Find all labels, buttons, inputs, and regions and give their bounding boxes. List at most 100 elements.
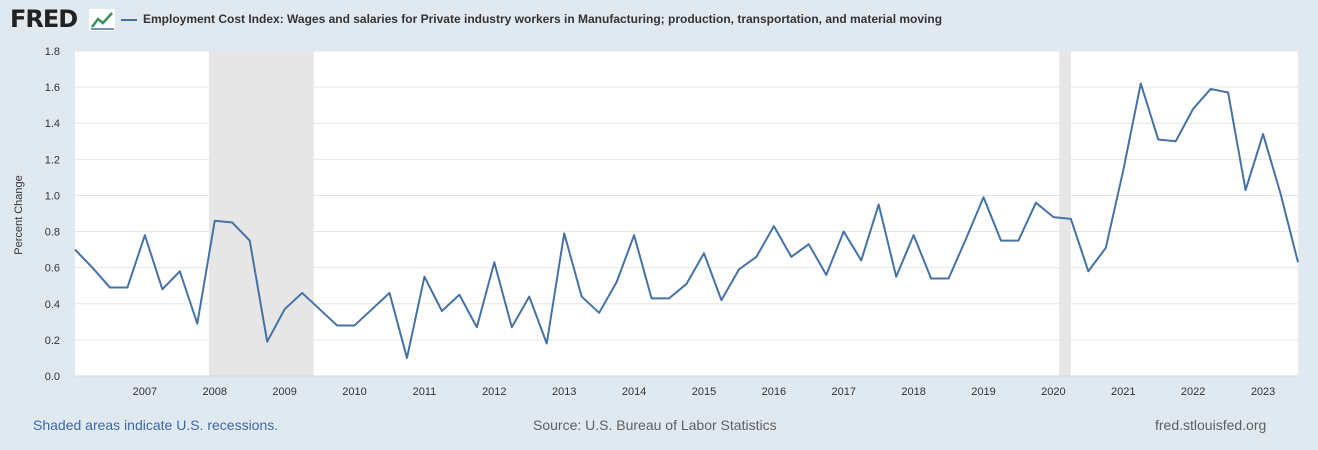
- x-tick-label: 2017: [832, 386, 856, 398]
- data-point[interactable]: [630, 231, 638, 239]
- data-point[interactable]: [1032, 199, 1040, 207]
- y-axis-label: Percent Change: [13, 175, 25, 255]
- data-point[interactable]: [875, 200, 883, 208]
- data-point[interactable]: [770, 222, 778, 230]
- data-point[interactable]: [910, 231, 918, 239]
- data-point[interactable]: [420, 273, 428, 281]
- data-point[interactable]: [193, 320, 201, 328]
- data-point[interactable]: [228, 219, 236, 227]
- data-point[interactable]: [700, 249, 708, 257]
- x-tick-label: 2015: [692, 386, 716, 398]
- data-point[interactable]: [246, 237, 254, 245]
- fred-logo[interactable]: FRED: [10, 5, 78, 33]
- data-point[interactable]: [385, 289, 393, 297]
- data-point[interactable]: [1119, 166, 1127, 174]
- data-point[interactable]: [892, 273, 900, 281]
- data-point[interactable]: [717, 296, 725, 304]
- data-point[interactable]: [123, 284, 131, 292]
- data-point[interactable]: [927, 275, 935, 283]
- data-point[interactable]: [595, 309, 603, 317]
- data-point[interactable]: [1154, 135, 1162, 143]
- data-point[interactable]: [368, 305, 376, 313]
- data-point[interactable]: [525, 293, 533, 301]
- data-point[interactable]: [281, 305, 289, 313]
- y-tick-label: 1.6: [45, 82, 60, 94]
- data-point[interactable]: [351, 321, 359, 329]
- data-point[interactable]: [438, 307, 446, 315]
- data-point[interactable]: [298, 289, 306, 297]
- data-point[interactable]: [71, 246, 79, 254]
- data-point[interactable]: [648, 294, 656, 302]
- data-point[interactable]: [1277, 190, 1285, 198]
- series-line-0[interactable]: [74, 82, 1299, 359]
- x-tick-label: 2018: [901, 386, 925, 398]
- data-point[interactable]: [578, 293, 586, 301]
- data-point[interactable]: [962, 235, 970, 243]
- data-point[interactable]: [665, 294, 673, 302]
- data-point[interactable]: [752, 253, 760, 261]
- data-point[interactable]: [263, 338, 271, 346]
- data-point[interactable]: [106, 284, 114, 292]
- y-tick-label: 1.2: [45, 154, 60, 166]
- x-tick-label: 2012: [482, 386, 506, 398]
- data-point[interactable]: [1067, 215, 1075, 223]
- data-point[interactable]: [176, 267, 184, 275]
- x-axis-ticks: 2007 2008 2009 2010 2011 2012 2013 2014 2015 2016…: [133, 386, 1276, 398]
- data-point[interactable]: [1172, 137, 1180, 145]
- legend-line-swatch: [121, 19, 137, 21]
- source-text: Source: U.S. Bureau of Labor Statistics: [533, 417, 777, 433]
- y-tick-label: 0.6: [45, 263, 60, 275]
- data-point[interactable]: [560, 229, 568, 237]
- data-point[interactable]: [88, 264, 96, 272]
- data-point[interactable]: [316, 305, 324, 313]
- data-point[interactable]: [997, 237, 1005, 245]
- recession-note-link[interactable]: Shaded areas indicate U.S. recessions.: [33, 417, 279, 433]
- recession-shading: [208, 51, 1071, 376]
- data-point[interactable]: [490, 258, 498, 266]
- x-tick-label: 2023: [1251, 386, 1275, 398]
- data-point[interactable]: [1259, 130, 1267, 138]
- x-tick-label: 2013: [552, 386, 576, 398]
- chart-header: FRED Employment Cost Index: Wages and sa…: [0, 0, 1318, 40]
- data-point[interactable]: [1189, 105, 1197, 113]
- data-point[interactable]: [683, 280, 691, 288]
- data-point[interactable]: [822, 271, 830, 279]
- x-tick-label: 2008: [203, 386, 227, 398]
- data-point[interactable]: [1084, 267, 1092, 275]
- data-point[interactable]: [1207, 85, 1215, 93]
- data-point[interactable]: [455, 291, 463, 299]
- data-point[interactable]: [735, 265, 743, 273]
- data-point[interactable]: [508, 323, 516, 331]
- site-url-link[interactable]: fred.stlouisfed.org: [1155, 417, 1267, 433]
- data-point[interactable]: [1014, 237, 1022, 245]
- y-tick-label: 1.8: [45, 46, 60, 58]
- data-point[interactable]: [613, 278, 621, 286]
- data-point[interactable]: [403, 354, 411, 362]
- data-point[interactable]: [211, 217, 219, 225]
- data-point[interactable]: [857, 256, 865, 264]
- data-point[interactable]: [980, 193, 988, 201]
- legend-series-label[interactable]: Employment Cost Index: Wages and salarie…: [143, 12, 943, 26]
- data-point[interactable]: [1049, 213, 1057, 221]
- data-point[interactable]: [840, 228, 848, 236]
- x-tick-label: 2007: [133, 386, 157, 398]
- data-point[interactable]: [787, 253, 795, 261]
- data-point[interactable]: [1137, 80, 1145, 88]
- data-point[interactable]: [1242, 186, 1250, 194]
- series-layer: [71, 80, 1302, 362]
- data-point[interactable]: [1294, 258, 1302, 266]
- data-point[interactable]: [945, 275, 953, 283]
- data-point[interactable]: [473, 323, 481, 331]
- data-point[interactable]: [543, 340, 551, 348]
- data-point[interactable]: [141, 231, 149, 239]
- x-tick-label: 2014: [622, 386, 646, 398]
- recession-band-0: [208, 51, 314, 376]
- data-point[interactable]: [805, 240, 813, 248]
- x-tick-label: 2019: [971, 386, 995, 398]
- x-tick-label: 2021: [1111, 386, 1135, 398]
- x-tick-label: 2010: [342, 386, 366, 398]
- data-point[interactable]: [158, 285, 166, 293]
- data-point[interactable]: [333, 321, 341, 329]
- data-point[interactable]: [1224, 89, 1232, 97]
- data-point[interactable]: [1102, 244, 1110, 252]
